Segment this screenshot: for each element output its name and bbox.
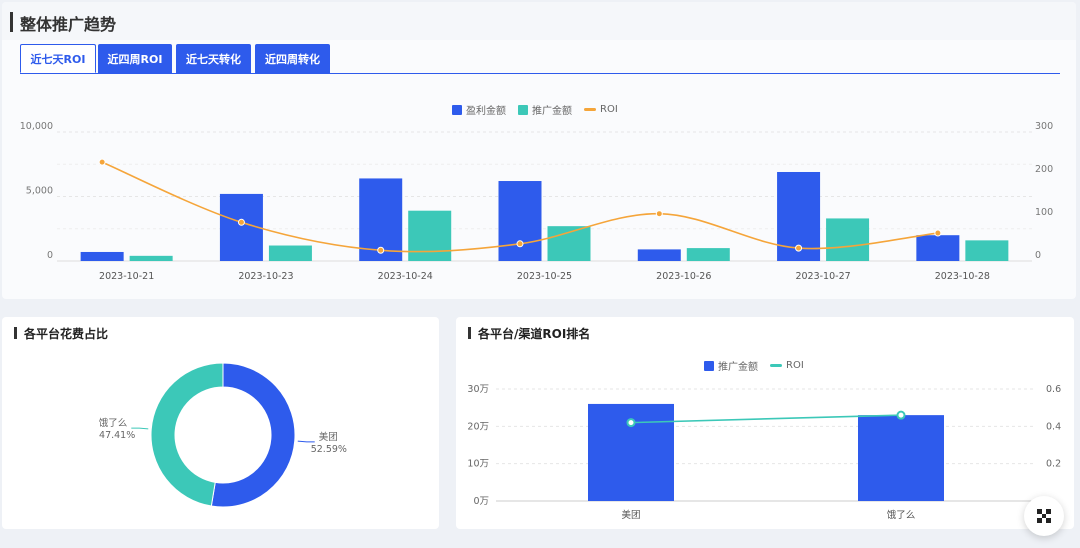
- legend-item-roi[interactable]: ROI: [770, 360, 804, 371]
- trend-legend: 盈利金额 推广金额 ROI: [452, 102, 630, 117]
- y-axis-left-tick-label: 0: [47, 250, 53, 261]
- bar-spend: [547, 226, 591, 261]
- y-axis-left-tick-label: 20万: [467, 421, 489, 432]
- y-axis-right-tick-label: 0.6: [1046, 384, 1061, 395]
- y-axis-right-tick-label: 0: [1035, 250, 1041, 261]
- y-axis-right-tick-label: 0.2: [1046, 459, 1061, 470]
- label-leader-line: [131, 427, 149, 430]
- tab-4week-conversion[interactable]: 近四周转化: [255, 44, 330, 73]
- roi-point: [516, 240, 524, 248]
- y-axis-left-tick-label: 10,000: [20, 121, 53, 132]
- bar-profit: [637, 249, 681, 261]
- legend-swatch: [584, 108, 596, 111]
- y-axis-left-tick-label: 0万: [473, 496, 489, 507]
- spend-share-title: 各平台花费占比: [24, 327, 109, 341]
- x-axis-tick-label: 2023-10-21: [99, 271, 154, 282]
- legend-swatch: [452, 104, 462, 115]
- y-axis-left-tick-label: 5,000: [26, 186, 53, 197]
- label-leader-line: [297, 440, 315, 443]
- slice-percent-label: 52.59%: [311, 444, 347, 455]
- legend-item-spend[interactable]: 推广金额: [518, 102, 572, 117]
- y-axis-left-tick-label: 30万: [467, 384, 489, 395]
- y-axis-right-tick-label: 100: [1035, 207, 1053, 218]
- floating-action-button[interactable]: [1024, 496, 1064, 536]
- trend-card: 整体推广趋势 近七天ROI 近四周ROI 近七天转化 近四周转化 盈利金额 推广…: [2, 2, 1076, 299]
- slice-name-label: 饿了么: [99, 417, 128, 429]
- trend-title: 整体推广趋势: [20, 15, 117, 34]
- tab-7day-conversion[interactable]: 近七天转化: [176, 44, 251, 73]
- roi-line: [630, 414, 902, 424]
- donut-slice: [150, 362, 224, 507]
- spend-share-card: 各平台花费占比 美团 52.59% 饿了么 47.41%: [2, 317, 439, 529]
- x-axis-tick-label: 美团: [621, 509, 640, 521]
- bar-spend: [129, 255, 173, 261]
- legend-swatch: [704, 360, 714, 371]
- roi-point: [934, 229, 942, 237]
- x-axis-tick-label: 2023-10-25: [517, 271, 572, 282]
- rank-legend: 推广金额 ROI: [704, 358, 816, 373]
- tab-4week-roi[interactable]: 近四周ROI: [98, 44, 172, 73]
- scan-icon: [1037, 509, 1051, 523]
- x-axis-tick-label: 2023-10-27: [795, 271, 850, 282]
- y-axis-right-tick-label: 200: [1035, 164, 1053, 175]
- roi-point: [237, 218, 245, 226]
- roi-point: [795, 244, 803, 252]
- legend-item-profit[interactable]: 盈利金额: [452, 102, 506, 117]
- bar-profit: [80, 251, 124, 261]
- legend-swatch: [770, 364, 782, 367]
- roi-point: [896, 410, 906, 420]
- title-accent-bar: [14, 327, 17, 339]
- tab-underline: [20, 73, 1060, 74]
- x-axis-tick-label: 2023-10-24: [378, 271, 433, 282]
- bar-spend: [965, 240, 1009, 261]
- bar-spend: [408, 210, 452, 261]
- legend-swatch: [518, 104, 528, 115]
- bar-spend: [858, 415, 944, 501]
- x-axis-tick-label: 饿了么: [887, 509, 916, 521]
- trend-header: 整体推广趋势: [2, 2, 1076, 40]
- y-axis-right-tick-label: 0.4: [1046, 421, 1061, 432]
- roi-point: [377, 246, 385, 254]
- bar-spend: [686, 248, 730, 261]
- roi-rank-title: 各平台/渠道ROI排名: [478, 327, 591, 341]
- y-axis-left-tick-label: 10万: [467, 459, 489, 470]
- slice-name-label: 美团: [319, 431, 338, 443]
- roi-point: [655, 210, 663, 218]
- legend-item-spend[interactable]: 推广金额: [704, 358, 758, 373]
- legend-item-roi[interactable]: ROI: [584, 104, 618, 115]
- x-axis-tick-label: 2023-10-23: [238, 271, 293, 282]
- bar-profit: [498, 181, 542, 261]
- x-axis-tick-label: 2023-10-28: [935, 271, 990, 282]
- y-axis-right-tick-label: 300: [1035, 121, 1053, 132]
- title-accent-bar: [468, 327, 471, 339]
- donut-slice: [210, 362, 296, 508]
- tab-7day-roi[interactable]: 近七天ROI: [20, 44, 96, 73]
- bar-spend: [826, 218, 870, 261]
- bar-profit: [916, 235, 960, 261]
- roi-rank-card: 各平台/渠道ROI排名 推广金额 ROI 0万10万20万30万00.20.40…: [456, 317, 1074, 529]
- slice-percent-label: 47.41%: [99, 430, 135, 441]
- roi-point: [626, 418, 636, 428]
- trend-chart: 0 5,000 10,000 0 100 200 300 2023-10-21 2023-10-…: [20, 121, 1053, 282]
- title-accent-bar: [10, 12, 13, 32]
- bar-spend: [268, 245, 312, 261]
- x-axis-tick-label: 2023-10-26: [656, 271, 711, 282]
- roi-point: [98, 158, 106, 166]
